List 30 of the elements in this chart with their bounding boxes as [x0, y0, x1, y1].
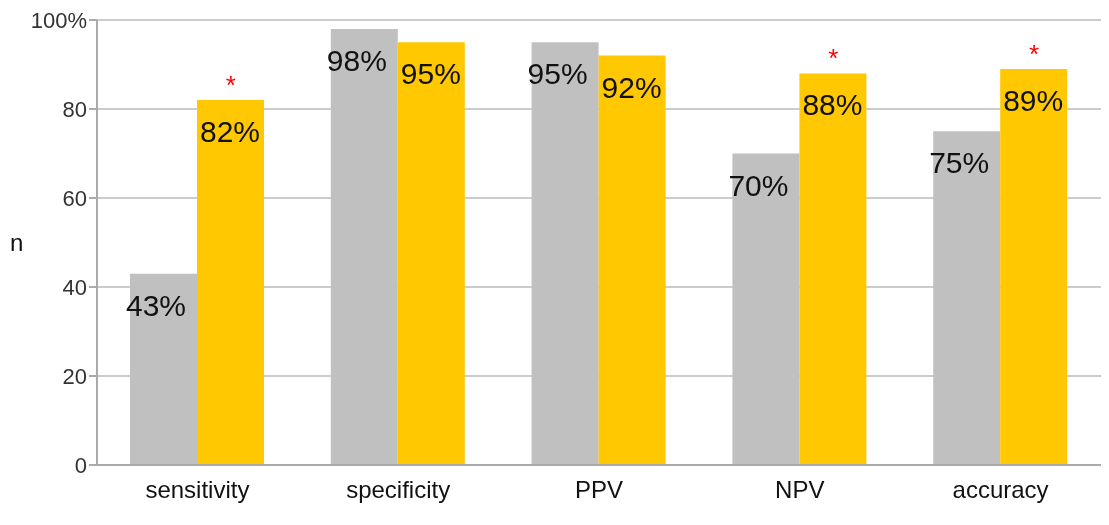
annotation: * — [828, 43, 839, 74]
x-tick-label: sensitivity — [145, 476, 250, 504]
x-tick-label: PPV — [574, 476, 624, 504]
bar — [799, 73, 867, 465]
data-label: 89% — [1003, 83, 1064, 117]
x-tick-label: accuracy — [952, 476, 1049, 504]
data-label: 43% — [126, 288, 187, 322]
data-label: 92% — [601, 70, 662, 104]
data-label: 82% — [200, 115, 261, 149]
bar — [397, 42, 465, 465]
bar — [197, 100, 264, 465]
data-label: 75% — [929, 146, 990, 180]
y-tick-label: 20 — [62, 363, 87, 389]
annotation: * — [1029, 38, 1040, 69]
data-label: 95% — [527, 57, 588, 91]
bar — [598, 55, 666, 465]
y-axis-title: n — [10, 229, 24, 257]
y-tick-label: 60 — [62, 185, 87, 211]
data-label: 98% — [326, 43, 387, 77]
data-label: 70% — [728, 168, 789, 202]
data-label: 95% — [400, 57, 461, 91]
y-tick-label: 0 — [74, 452, 87, 478]
y-tick-label: 80 — [62, 96, 87, 122]
bar — [1000, 68, 1068, 465]
data-label: 88% — [802, 88, 863, 122]
y-tick-label: 100% — [30, 7, 87, 33]
y-tick-label: 40 — [62, 274, 87, 300]
annotation: * — [225, 70, 236, 101]
x-tick-label: NPV — [775, 476, 825, 504]
x-tick-label: specificity — [346, 476, 451, 504]
